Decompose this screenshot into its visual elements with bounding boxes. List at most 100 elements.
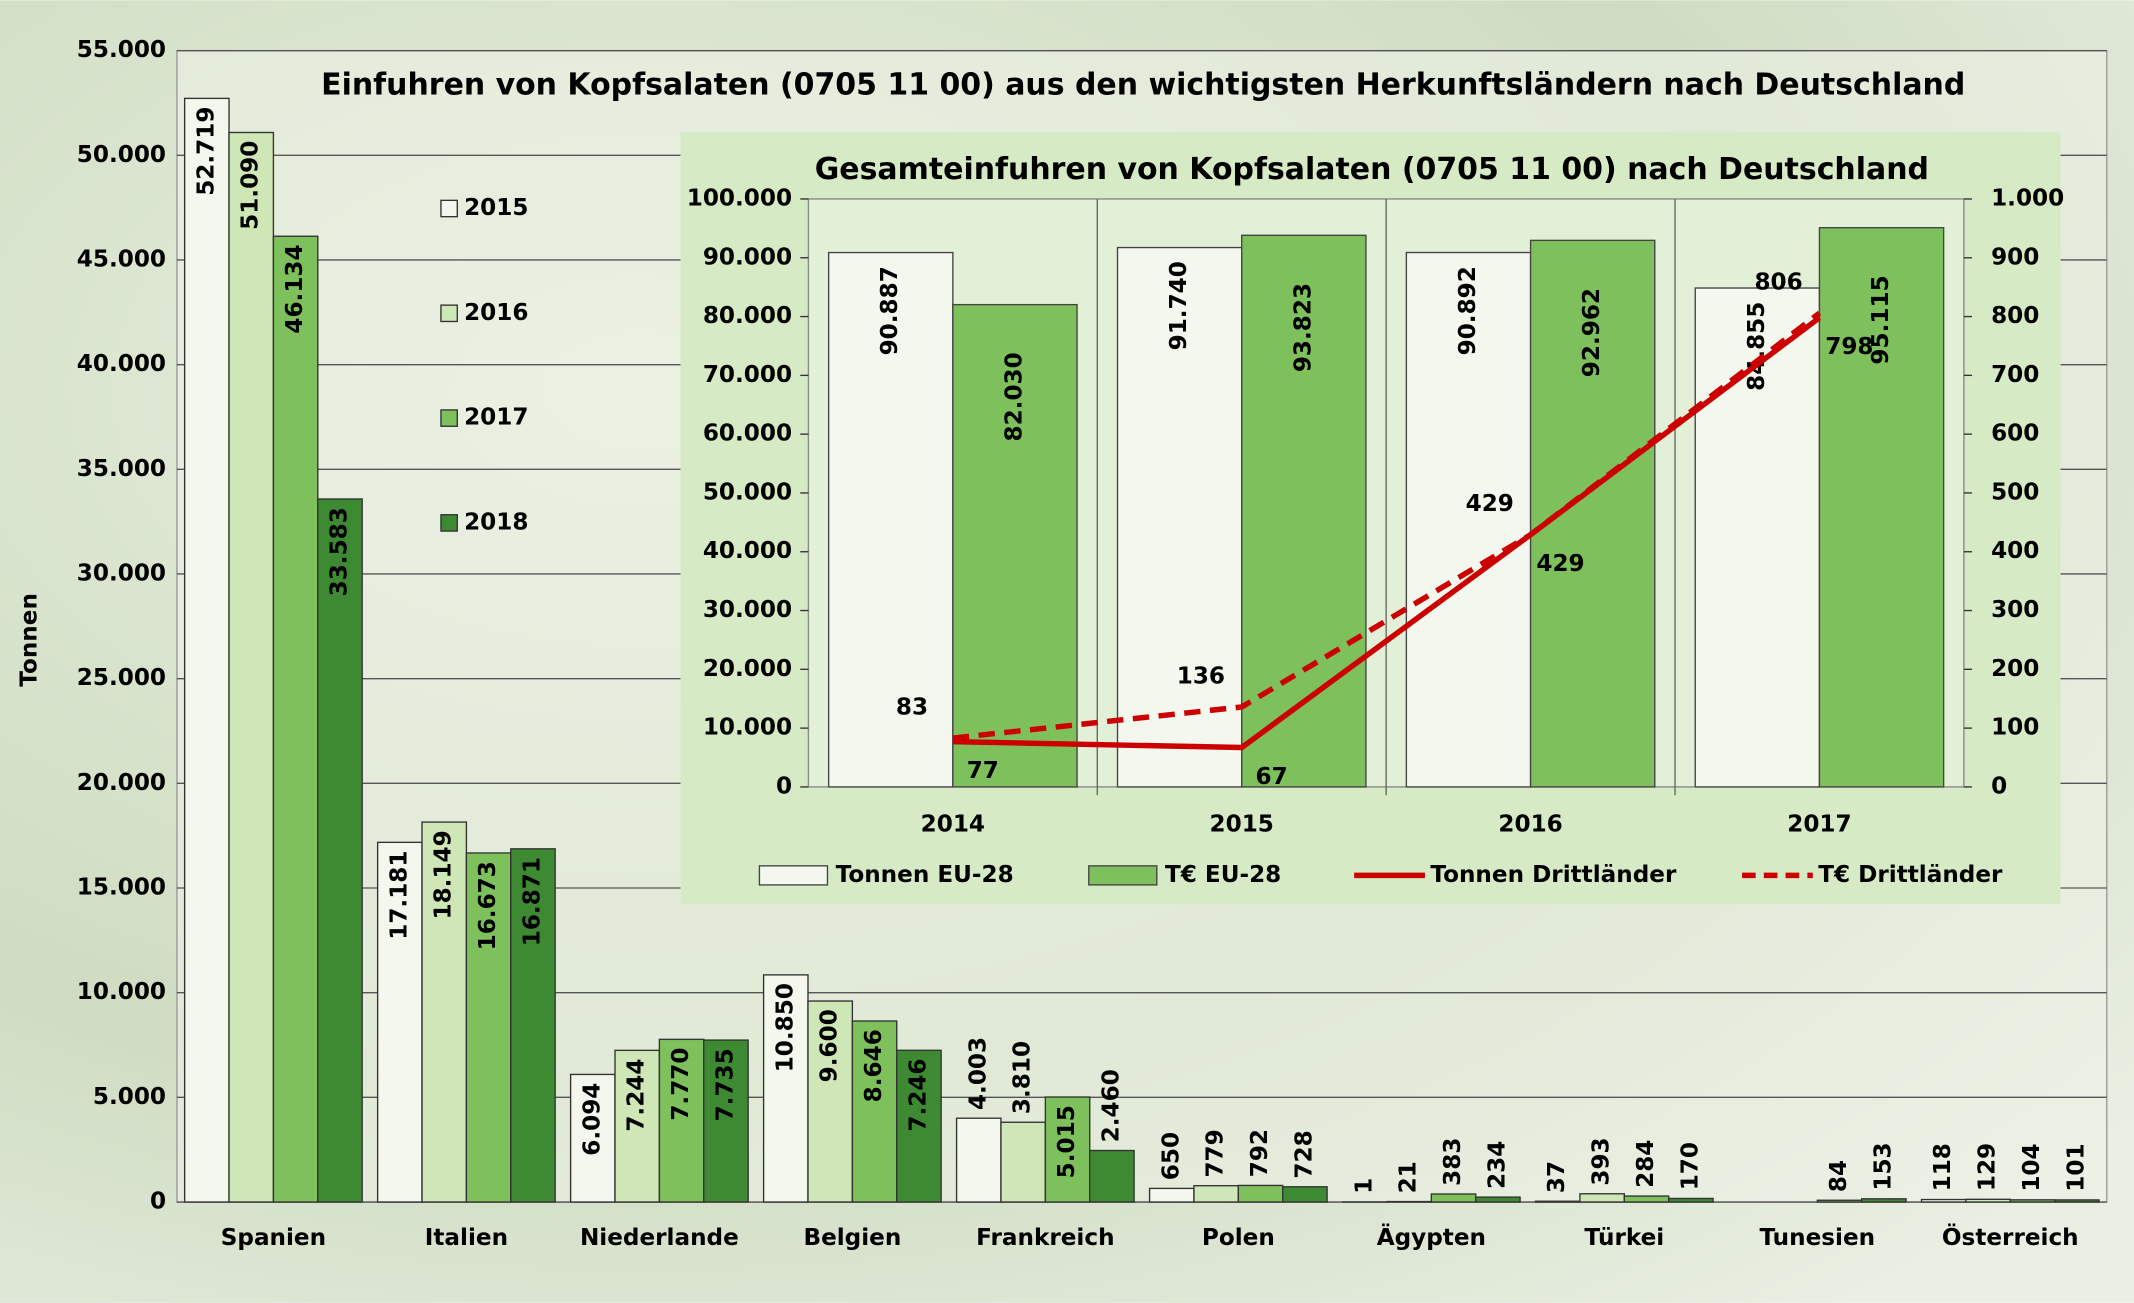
y2-tick-label: 1.000 xyxy=(1991,185,2064,211)
value-label: 6.094 xyxy=(579,1083,605,1156)
bar xyxy=(1405,251,1532,788)
x-tick-label: Österreich xyxy=(1942,1223,2079,1251)
value-label: 129 xyxy=(1975,1143,2001,1191)
line-value-label: 798 xyxy=(1825,334,1873,360)
bar xyxy=(1148,1187,1195,1203)
x-tick-label: Ägypten xyxy=(1377,1223,1486,1251)
bar xyxy=(1818,227,1945,788)
value-label: 84 xyxy=(1826,1160,1852,1192)
bar xyxy=(1475,1196,1521,1203)
y2-tick-label: 0 xyxy=(1991,773,2007,799)
bar xyxy=(827,251,954,788)
bar xyxy=(703,1039,749,1203)
value-label: 18.149 xyxy=(431,830,457,919)
value-label: 21 xyxy=(1396,1161,1422,1193)
x-tick-label: Italien xyxy=(425,1225,508,1251)
bar xyxy=(1668,1197,1714,1203)
legend-swatch xyxy=(440,409,458,427)
value-label: 284 xyxy=(1633,1140,1659,1188)
legend-swatch xyxy=(758,865,829,886)
value-label: 7.770 xyxy=(668,1048,694,1121)
value-label: 93.823 xyxy=(1290,283,1316,372)
y2-tick-label: 200 xyxy=(1991,656,2039,682)
legend-label: 2017 xyxy=(464,405,528,431)
y-tick-label: 100.000 xyxy=(687,185,792,211)
bar xyxy=(376,841,423,1203)
bar xyxy=(1000,1121,1047,1203)
x-tick-label: 2015 xyxy=(1210,812,1274,838)
legend-label: T€ EU-28 xyxy=(1165,862,1281,888)
bar xyxy=(1861,1198,1907,1203)
x-tick-label: Tunesien xyxy=(1759,1225,1875,1251)
value-label: 104 xyxy=(2019,1143,2045,1191)
legend-swatch xyxy=(440,514,458,532)
value-label: 7.244 xyxy=(624,1059,650,1132)
y-tick-label: 0 xyxy=(776,773,792,799)
value-label: 393 xyxy=(1589,1137,1615,1185)
y2-tick-label: 300 xyxy=(1991,597,2039,623)
line-value-label: 806 xyxy=(1754,270,1802,296)
legend-label: T€ Drittländer xyxy=(1818,862,2003,888)
bar xyxy=(1430,1193,1477,1203)
bar xyxy=(762,974,809,1203)
y-tick-label: 90.000 xyxy=(703,244,792,270)
legend-swatch xyxy=(440,199,458,218)
y2-tick-label: 700 xyxy=(1991,362,2039,388)
bar xyxy=(272,235,319,1203)
y-tick-label: 10.000 xyxy=(703,715,792,741)
legend-label: Tonnen EU-28 xyxy=(836,862,1014,888)
value-label: 153 xyxy=(1870,1142,1896,1190)
y-tick-label: 15.000 xyxy=(77,874,166,900)
line xyxy=(952,310,1822,741)
chart-title: Einfuhren von Kopfsalaten (0705 11 00) a… xyxy=(321,68,1965,103)
bar xyxy=(1529,239,1656,788)
y-tick-label: 25.000 xyxy=(77,665,166,691)
bar xyxy=(1623,1195,1670,1203)
inset-title: Gesamteinfuhren von Kopfsalaten (0705 11… xyxy=(815,152,1929,187)
value-label: 101 xyxy=(2063,1143,2089,1191)
value-label: 17.181 xyxy=(386,851,412,940)
value-label: 92.962 xyxy=(1579,288,1605,377)
line-value-label: 83 xyxy=(896,695,928,721)
bar xyxy=(896,1049,942,1203)
legend-label: Tonnen Drittländer xyxy=(1430,862,1677,888)
value-label: 37 xyxy=(1544,1161,1570,1193)
y2-tick-label: 800 xyxy=(1991,303,2039,329)
line-value-label: 77 xyxy=(967,758,999,784)
bar xyxy=(1920,1198,1967,1203)
bar xyxy=(1089,1149,1135,1203)
bar xyxy=(1237,1184,1284,1203)
bar xyxy=(1816,1199,1863,1203)
x-tick-label: 2014 xyxy=(921,812,985,838)
x-tick-label: 2017 xyxy=(1787,812,1851,838)
value-label: 9.600 xyxy=(817,1009,843,1082)
y-tick-label: 0 xyxy=(150,1189,166,1215)
y-tick-label: 55.000 xyxy=(77,37,166,63)
y-tick-label: 40.000 xyxy=(703,538,792,564)
bar xyxy=(2009,1199,2056,1203)
x-tick-label: Frankreich xyxy=(976,1225,1114,1251)
bar xyxy=(807,1000,854,1203)
y-tick-label: 5.000 xyxy=(93,1084,166,1110)
value-label: 4.003 xyxy=(965,1037,991,1110)
y2-tick-label: 400 xyxy=(1991,538,2039,564)
value-label: 8.646 xyxy=(861,1029,887,1102)
value-label: 84.855 xyxy=(1744,302,1770,391)
value-label: 7.735 xyxy=(712,1048,738,1121)
value-label: 16.871 xyxy=(519,857,545,946)
y-tick-label: 30.000 xyxy=(77,560,166,586)
line-value-label: 67 xyxy=(1256,764,1288,790)
inset-chart: 0 10.000 20.000 30.000 40.000 50.000 60.000 70.… xyxy=(687,185,2064,887)
value-label: 90.887 xyxy=(877,266,903,355)
bar xyxy=(2053,1199,2100,1203)
value-label: 728 xyxy=(1291,1130,1317,1178)
bar xyxy=(1965,1198,2011,1203)
y2-tick-label: 500 xyxy=(1991,479,2039,505)
bar xyxy=(317,498,363,1203)
y-tick-label: 20.000 xyxy=(703,656,792,682)
value-label: 91.740 xyxy=(1166,261,1192,350)
value-label: 3.810 xyxy=(1010,1041,1036,1114)
value-label: 82.030 xyxy=(1001,352,1027,441)
value-label: 10.850 xyxy=(772,983,798,1072)
